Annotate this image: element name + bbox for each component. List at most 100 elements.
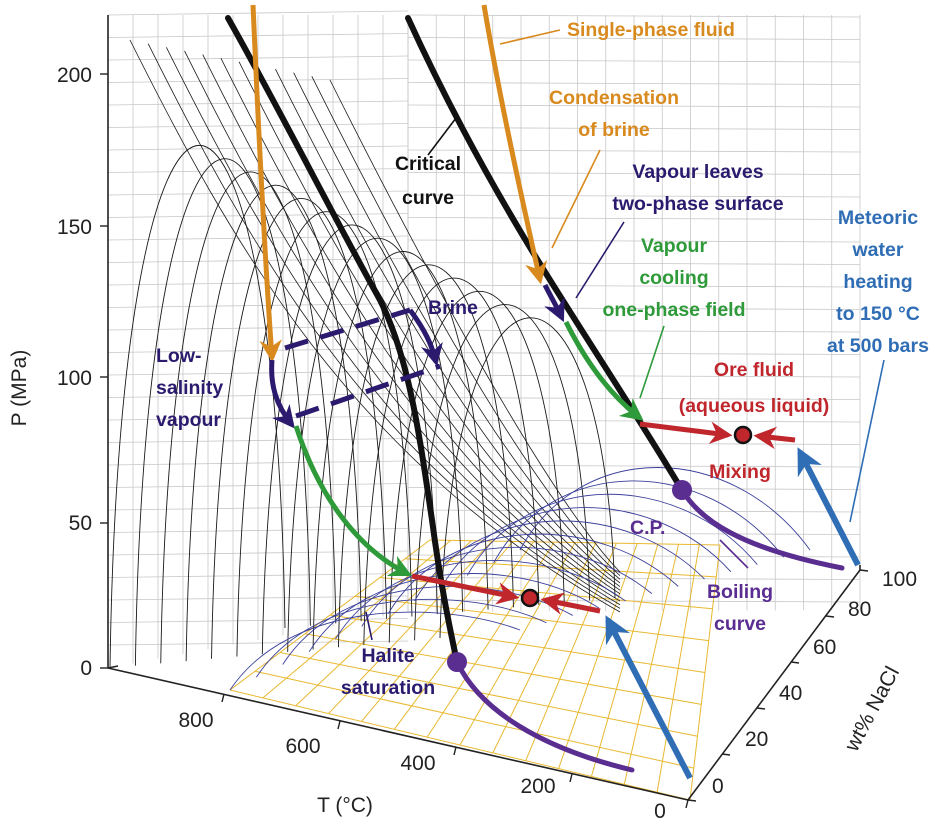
right-wall-horizontal-gridline <box>407 239 861 243</box>
composition-axis-label: wt% NaCl <box>840 663 904 756</box>
floor-dome-line <box>414 520 705 602</box>
single-phase-arrow-right <box>481 4 548 285</box>
pressure-ticks <box>100 73 108 669</box>
vapour-leaves-arrow <box>542 283 565 323</box>
label-meteoric-5: at 500 bars <box>827 335 929 357</box>
ore-fluid-arrow-left-b <box>540 592 601 615</box>
surface-tie-line <box>166 47 621 606</box>
label-vapour-cooling-1: Vapour <box>641 235 708 257</box>
mixing-point-left <box>520 588 540 608</box>
label-halite-2: saturation <box>341 677 435 699</box>
label-vapour-cooling-2: cooling <box>639 267 708 289</box>
right-wall-horizontal-gridline <box>407 352 861 355</box>
floor-dome-line <box>308 573 600 653</box>
left-wall-horizontal-gridline <box>107 460 409 466</box>
halite-floor-gridline <box>429 539 721 546</box>
label-meteoric-4: to 150 °C <box>836 303 920 325</box>
leader-lines <box>365 29 885 641</box>
floor-dome-line <box>229 611 521 691</box>
surface-tie-line <box>238 61 621 591</box>
right-wall-horizontal-gridline <box>407 37 861 40</box>
left-wall-horizontal-gridline <box>107 550 409 556</box>
axis-frame <box>107 15 861 801</box>
right-wall-horizontal-gridline <box>407 329 861 333</box>
right-wall-horizontal-gridline <box>407 194 861 198</box>
right-wall-horizontal-gridline <box>407 82 861 85</box>
right-wall-horizontal-gridline <box>407 217 861 220</box>
label-low-salinity-1: Low- <box>156 345 201 367</box>
surface-dome-line <box>439 317 616 639</box>
label-low-salinity-2: salinity <box>156 377 223 399</box>
x-tick-20: 20 <box>745 728 768 751</box>
label-single-phase-fluid: Single-phase fluid <box>567 19 735 41</box>
left-wall-horizontal-gridline <box>107 190 409 196</box>
left-wall-horizontal-gridline <box>107 438 409 443</box>
single-phase-arrow-left <box>250 4 282 363</box>
p-tick-50: 50 <box>69 512 92 535</box>
left-wall-horizontal-gridline <box>107 168 409 173</box>
right-wall-horizontal-gridline <box>407 442 861 445</box>
surface-tie-line <box>202 54 621 598</box>
x-tick-80: 80 <box>848 598 871 621</box>
right-wall-horizontal-gridline <box>407 149 861 153</box>
floor-dome-line <box>440 507 732 589</box>
label-meteoric-2: water <box>852 239 904 261</box>
label-critical-2: curve <box>402 187 454 209</box>
boiling-curve-left <box>454 659 635 773</box>
t-tick-200: 200 <box>520 775 555 798</box>
floor-dome-line <box>466 493 758 576</box>
label-meteoric-1: Meteoric <box>838 207 918 229</box>
temperature-ticks <box>221 693 689 809</box>
left-wall-horizontal-gridline <box>107 33 409 38</box>
p-tick-200: 200 <box>57 64 92 87</box>
t-tick-400: 400 <box>400 752 435 775</box>
right-wall-horizontal-gridline <box>407 374 861 378</box>
p-tick-0: 0 <box>80 657 92 680</box>
surface-tie-line <box>293 72 621 580</box>
surface-dome-line <box>160 171 337 664</box>
pressure-axis-label: P (MPa) <box>8 350 31 427</box>
surface-dome-line <box>236 211 413 657</box>
t-tick-800: 800 <box>178 709 213 732</box>
halite-floor-gridline <box>329 614 706 673</box>
t-tick-600: 600 <box>285 735 320 758</box>
critical-point-right <box>672 480 692 500</box>
right-wall-horizontal-gridline <box>407 284 861 288</box>
floor-dome-line <box>361 546 653 627</box>
right-wall-horizontal-gridline <box>407 59 861 63</box>
halite-floor-gridline <box>304 633 702 705</box>
ore-fluid-arrow-left-a <box>411 573 520 605</box>
label-ore-fluid-1: Ore fluid <box>714 359 794 381</box>
left-wall-horizontal-gridline <box>107 55 409 61</box>
left-wall-horizontal-gridline <box>107 393 409 398</box>
halite-saturation-floor-grid <box>229 539 721 801</box>
ore-fluid-arrow-right-a <box>639 421 733 444</box>
surface-tie-line <box>220 58 621 595</box>
label-brine: Brine <box>428 297 478 319</box>
label-mixing: Mixing <box>709 461 771 483</box>
left-wall-horizontal-gridline <box>107 213 409 218</box>
x-tick-40: 40 <box>779 682 802 705</box>
critical-curve-right <box>405 15 685 493</box>
label-meteoric-3: heating <box>843 271 912 293</box>
label-low-salinity-3: vapour <box>156 409 221 431</box>
left-wall-horizontal-gridline <box>107 573 409 578</box>
label-ore-fluid-2: (aqueous liquid) <box>679 395 830 417</box>
right-wall-horizontal-gridline <box>407 307 861 310</box>
right-wall-horizontal-gridline <box>407 262 861 265</box>
halite-floor-gridline <box>229 689 691 801</box>
right-wall-horizontal-gridline <box>407 577 861 580</box>
label-boiling-2: curve <box>714 613 766 635</box>
label-vapour-leaves-2: two-phase surface <box>612 193 783 215</box>
floor-dome-line <box>519 467 811 551</box>
surface-tie-line <box>311 76 621 576</box>
label-vapour-cooling-3: one-phase field <box>602 299 745 321</box>
surface-dome-line <box>388 290 565 643</box>
label-vapour-leaves-1: Vapour leaves <box>632 161 763 183</box>
floor-dome-line <box>493 480 784 563</box>
left-wall-horizontal-gridline <box>107 415 409 421</box>
vapour-cooling-arrow-right <box>563 320 644 421</box>
right-wall-horizontal-gridline <box>407 127 861 130</box>
halite-floor-gridline <box>404 558 717 578</box>
